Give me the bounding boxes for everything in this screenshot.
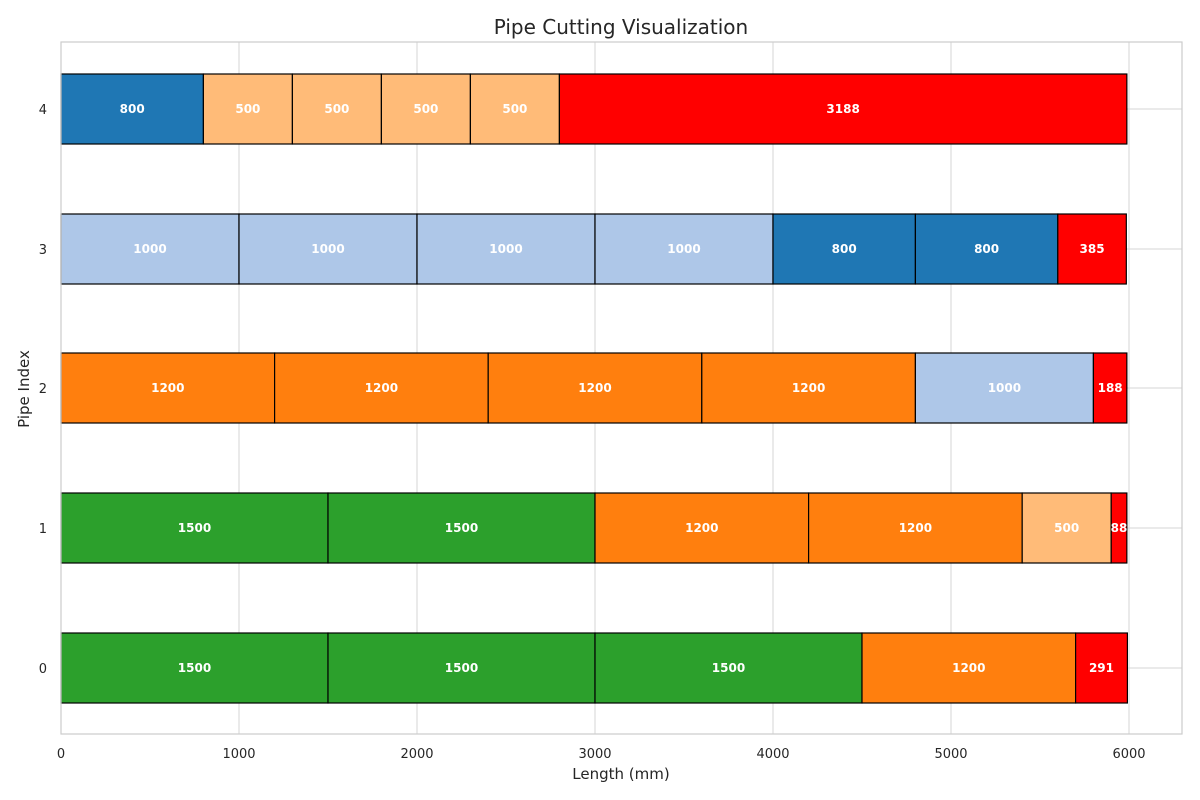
y-axis-label: Pipe Index xyxy=(15,350,33,428)
x-tick-label: 0 xyxy=(57,747,65,762)
x-tick-label: 1000 xyxy=(222,747,255,762)
bar-segment xyxy=(60,352,276,424)
chart-title: Pipe Cutting Visualization xyxy=(494,15,748,39)
bar-segment xyxy=(327,632,596,704)
segment-label: 1200 xyxy=(792,381,825,395)
bar-segment xyxy=(594,492,810,564)
bar-segment xyxy=(327,492,596,564)
segment-label: 1500 xyxy=(178,661,211,675)
segment-label: 500 xyxy=(1054,521,1079,535)
segment-label: 800 xyxy=(974,242,999,256)
segment-label: 500 xyxy=(235,102,260,116)
bar-segment xyxy=(1092,352,1128,424)
segment-label: 500 xyxy=(413,102,438,116)
plot-frame xyxy=(60,41,1183,735)
bar-segment xyxy=(380,73,471,145)
bar-segment xyxy=(60,632,329,704)
segment-label: 1500 xyxy=(445,521,478,535)
segment-label: 88 xyxy=(1111,521,1128,535)
x-tick-label: 3000 xyxy=(578,747,611,762)
x-tick-label: 4000 xyxy=(756,747,789,762)
bar-segment xyxy=(914,352,1095,424)
x-axis-label: Length (mm) xyxy=(572,765,669,783)
segment-label: 1000 xyxy=(988,381,1021,395)
y-tick-label: 2 xyxy=(39,382,47,397)
bar-segment xyxy=(772,213,916,285)
segment-label: 1500 xyxy=(445,661,478,675)
bars-layer: 1500 1500 1500 1200 291 1500 1500 1200 1200 500 88… xyxy=(60,73,1128,704)
segment-label: 291 xyxy=(1089,661,1114,675)
segment-label: 800 xyxy=(832,242,857,256)
segment-label: 1200 xyxy=(899,521,932,535)
bar-segment xyxy=(487,352,703,424)
segment-label: 1200 xyxy=(365,381,398,395)
segment-label: 1200 xyxy=(151,381,184,395)
y-tick-label: 0 xyxy=(39,662,47,677)
bar-segment xyxy=(1057,213,1127,285)
bar-segment xyxy=(861,632,1077,704)
bar-segment xyxy=(60,492,329,564)
x-tick-label: 2000 xyxy=(400,747,433,762)
x-tick-label: 6000 xyxy=(1112,747,1145,762)
y-tick-label: 4 xyxy=(39,103,47,118)
segment-label: 3188 xyxy=(826,102,859,116)
bar-segment xyxy=(594,213,774,285)
segment-label: 188 xyxy=(1098,381,1123,395)
segment-label: 1000 xyxy=(311,242,344,256)
x-tick-label: 5000 xyxy=(934,747,967,762)
segment-label: 1000 xyxy=(133,242,166,256)
bar-segment xyxy=(807,492,1023,564)
y-tick-label: 3 xyxy=(39,243,47,258)
bar-segment xyxy=(1110,492,1128,564)
bar-segment xyxy=(238,213,418,285)
segment-label: 1200 xyxy=(578,381,611,395)
bar-segment xyxy=(558,73,1128,145)
y-tick-label: 1 xyxy=(39,522,47,537)
segment-label: 500 xyxy=(324,102,349,116)
segment-label: 1200 xyxy=(685,521,718,535)
segment-label: 1500 xyxy=(178,521,211,535)
bar-segment xyxy=(416,213,596,285)
segment-label: 500 xyxy=(502,102,527,116)
bar-segment xyxy=(1074,632,1128,704)
bar-segment xyxy=(1021,492,1112,564)
bar-segment xyxy=(60,73,204,145)
bar-segment xyxy=(594,632,863,704)
segment-label: 1000 xyxy=(489,242,522,256)
bar-segment xyxy=(701,352,916,424)
bar-segment xyxy=(274,352,489,424)
ticks-layer: 0 1000 2000 3000 4000 5000 6000 0 1 2 3 4 xyxy=(39,103,1146,762)
segment-label: 385 xyxy=(1080,242,1105,256)
segment-label: 1200 xyxy=(952,661,985,675)
segment-label: 1000 xyxy=(667,242,700,256)
segment-label: 800 xyxy=(120,102,145,116)
bar-segment xyxy=(469,73,560,145)
segment-label: 1500 xyxy=(712,661,745,675)
